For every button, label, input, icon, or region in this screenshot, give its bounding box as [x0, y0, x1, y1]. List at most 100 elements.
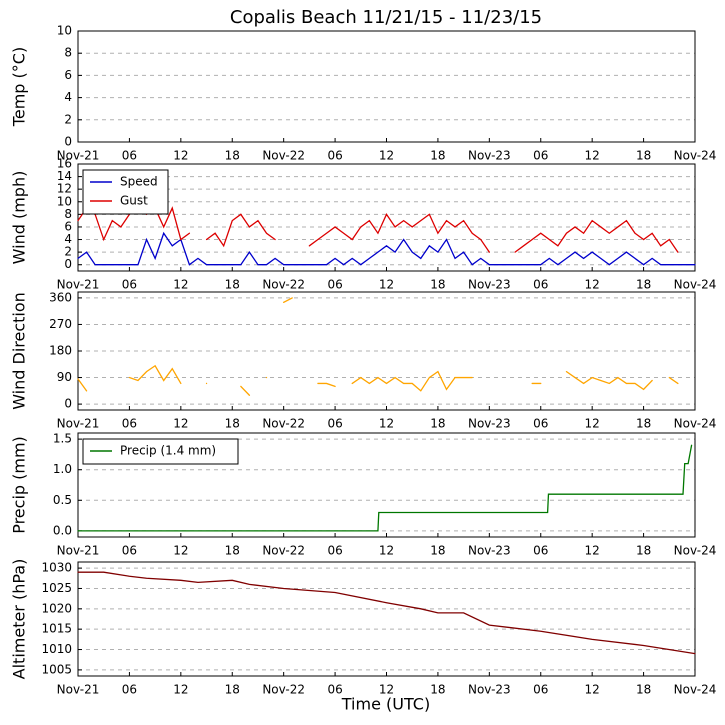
x-tick-label: 06 [533, 149, 548, 163]
y-tick-label: 2 [64, 245, 72, 259]
legend-label: Gust [120, 194, 148, 208]
x-tick-label: 06 [122, 417, 137, 431]
x-tick-label: Nov-23 [468, 278, 511, 292]
x-tick-label: 12 [585, 544, 600, 558]
x-tick-label: 18 [225, 149, 240, 163]
x-axis-label: Time (UTC) [341, 695, 430, 714]
x-tick-label: 18 [225, 544, 240, 558]
x-tick-label: Nov-23 [468, 149, 511, 163]
y-tick-label: 6 [64, 68, 72, 82]
x-tick-label: 06 [533, 544, 548, 558]
x-tick-label: 12 [173, 683, 188, 697]
y-tick-label: 0.5 [53, 493, 72, 507]
x-tick-label: 06 [122, 683, 137, 697]
x-tick-label: 18 [430, 544, 445, 558]
y-tick-label: 1.5 [53, 432, 72, 446]
y-tick-label: 180 [49, 344, 72, 358]
y-tick-label: 10 [57, 24, 72, 38]
x-tick-label: 18 [430, 683, 445, 697]
x-tick-label: 12 [173, 149, 188, 163]
x-tick-label: Nov-22 [262, 278, 305, 292]
y-tick-label: 0 [64, 135, 72, 149]
x-tick-label: 18 [225, 278, 240, 292]
x-tick-label: 12 [173, 544, 188, 558]
y-tick-label: 0.0 [53, 523, 72, 537]
x-tick-label: 06 [327, 278, 342, 292]
x-tick-label: 18 [430, 417, 445, 431]
series-line [77, 444, 693, 532]
y-tick-label: 0 [64, 397, 72, 411]
x-tick-label: Nov-22 [262, 149, 305, 163]
x-tick-label: 12 [585, 149, 600, 163]
x-tick-label: Nov-22 [262, 544, 305, 558]
plot-frame [77, 163, 696, 272]
x-tick-label: Nov-22 [262, 683, 305, 697]
x-tick-label: 12 [379, 683, 394, 697]
x-tick-label: 06 [533, 417, 548, 431]
x-tick-label: 12 [173, 278, 188, 292]
x-tick-label: 06 [327, 544, 342, 558]
x-tick-label: 12 [173, 417, 188, 431]
x-tick-label: 12 [585, 417, 600, 431]
x-tick-label: 06 [122, 278, 137, 292]
x-tick-label: 12 [585, 683, 600, 697]
y-tick-label: 1.0 [53, 462, 72, 476]
x-tick-label: Nov-23 [468, 417, 511, 431]
x-tick-label: 18 [430, 278, 445, 292]
y-tick-label: 360 [49, 290, 72, 304]
y-axis-label: Wind Direction [10, 292, 29, 410]
y-tick-label: 1025 [41, 581, 72, 595]
x-tick-label: 18 [636, 544, 651, 558]
legend-label: Speed [120, 175, 158, 189]
y-tick-label: 4 [64, 232, 72, 246]
series-line [77, 571, 696, 655]
x-tick-label: 06 [533, 278, 548, 292]
y-tick-label: 10 [57, 194, 72, 208]
x-tick-label: Nov-21 [57, 149, 100, 163]
x-tick-label: 18 [636, 683, 651, 697]
x-tick-label: 12 [379, 544, 394, 558]
series-line [77, 231, 696, 266]
x-tick-label: 18 [636, 417, 651, 431]
chart-title: Copalis Beach 11/21/15 - 11/23/15 [230, 7, 542, 28]
plot-frame [77, 561, 696, 677]
y-tick-label: 16 [57, 157, 72, 171]
x-tick-label: 18 [430, 149, 445, 163]
plot-frame [77, 291, 696, 411]
y-tick-label: 8 [64, 207, 72, 221]
x-tick-label: 12 [379, 149, 394, 163]
y-tick-label: 1030 [41, 561, 72, 575]
x-tick-label: Nov-21 [57, 417, 100, 431]
x-tick-label: Nov-24 [674, 544, 717, 558]
y-tick-label: 2 [64, 112, 72, 126]
x-tick-label: Nov-21 [57, 278, 100, 292]
legend-box [82, 169, 169, 215]
y-tick-label: 1020 [41, 601, 72, 615]
legend-label: Precip (1.4 mm) [120, 444, 216, 458]
x-tick-label: 06 [327, 417, 342, 431]
plot-frame [77, 30, 696, 143]
y-axis-label: Altimeter (hPa) [10, 559, 29, 680]
y-tick-label: 6 [64, 219, 72, 233]
x-tick-label: Nov-24 [674, 278, 717, 292]
y-tick-label: 1005 [41, 662, 72, 676]
x-tick-label: 06 [122, 544, 137, 558]
y-tick-label: 90 [57, 370, 72, 384]
x-tick-label: 18 [636, 278, 651, 292]
x-tick-label: 18 [225, 683, 240, 697]
x-tick-label: Nov-24 [674, 417, 717, 431]
y-tick-label: 0 [64, 257, 72, 271]
y-tick-label: 12 [57, 182, 72, 196]
x-tick-label: Nov-23 [468, 683, 511, 697]
y-tick-label: 8 [64, 46, 72, 60]
x-tick-label: Nov-24 [674, 683, 717, 697]
y-axis-label: Temp (°C) [10, 47, 29, 127]
y-tick-label: 14 [57, 169, 72, 183]
series-line [77, 297, 679, 396]
x-tick-label: 06 [327, 683, 342, 697]
x-tick-label: Nov-22 [262, 417, 305, 431]
x-tick-label: 18 [225, 417, 240, 431]
x-tick-label: 06 [327, 149, 342, 163]
y-tick-label: 4 [64, 90, 72, 104]
plot-frame [77, 432, 696, 538]
